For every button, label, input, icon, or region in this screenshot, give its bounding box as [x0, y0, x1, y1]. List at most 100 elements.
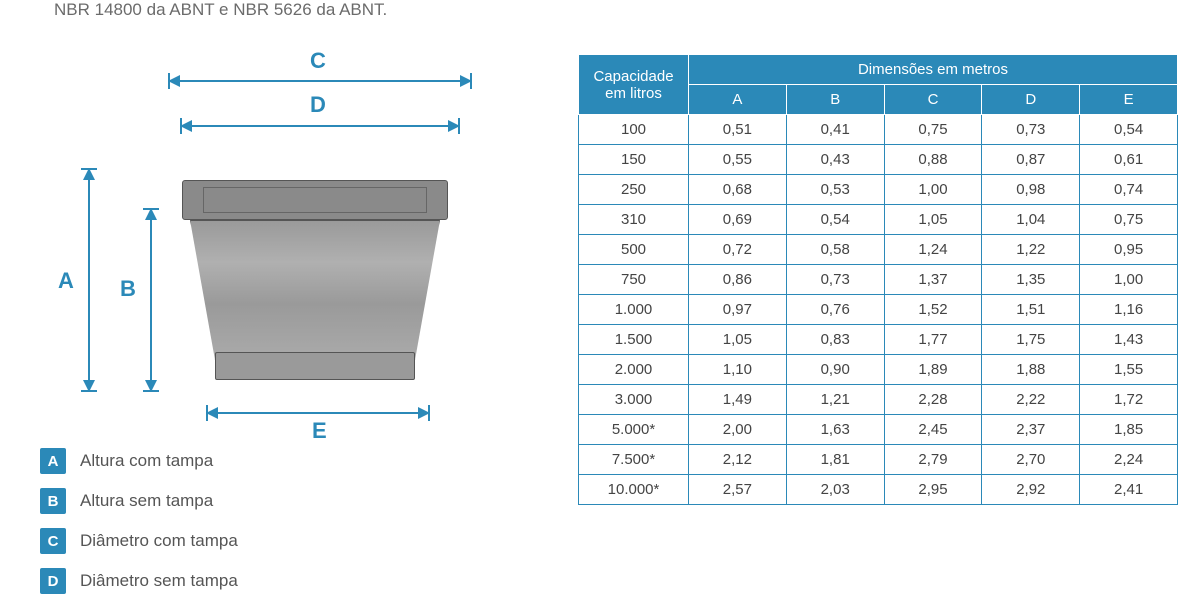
table-row: 7500,860,731,371,351,00	[579, 265, 1178, 295]
dim-label-b: B	[120, 276, 136, 302]
table-cell-value: 0,76	[786, 295, 884, 325]
tick-icon	[168, 73, 170, 89]
table-cell-value: 0,74	[1080, 175, 1178, 205]
table-cell-value: 0,88	[884, 145, 982, 175]
dim-line-b	[150, 220, 152, 380]
table-cell-value: 1,21	[786, 385, 884, 415]
table-cell-capacity: 150	[579, 145, 689, 175]
table-row: 2.0001,100,901,891,881,55	[579, 355, 1178, 385]
table-cell-value: 1,43	[1080, 325, 1178, 355]
table-cell-value: 2,22	[982, 385, 1080, 415]
table-cell-value: 2,57	[689, 475, 787, 505]
table-cell-capacity: 310	[579, 205, 689, 235]
dim-line-d	[192, 125, 448, 127]
table-cell-value: 2,41	[1080, 475, 1178, 505]
table-row: 5000,720,581,241,220,95	[579, 235, 1178, 265]
table-row: 1.0000,970,761,521,511,16	[579, 295, 1178, 325]
table-cell-value: 2,24	[1080, 445, 1178, 475]
legend-badge: A	[40, 448, 66, 474]
table-cell-capacity: 100	[579, 115, 689, 145]
tick-icon	[206, 405, 208, 421]
table-cell-value: 0,55	[689, 145, 787, 175]
table-cell-value: 0,54	[1080, 115, 1178, 145]
table-cell-capacity: 5.000*	[579, 415, 689, 445]
table-cell-value: 0,51	[689, 115, 787, 145]
table-header-dimensions: Dimensões em metros	[689, 55, 1178, 85]
table-cell-value: 1,89	[884, 355, 982, 385]
table-cell-value: 0,58	[786, 235, 884, 265]
table-row: 2500,680,531,000,980,74	[579, 175, 1178, 205]
diagram-panel: C D A B E	[40, 50, 560, 450]
table-cell-value: 1,63	[786, 415, 884, 445]
legend-text: Diâmetro sem tampa	[80, 571, 238, 591]
dimensions-table-wrap: Capacidade em litrosDimensões em metrosA…	[578, 54, 1178, 505]
table-cell-value: 1,05	[689, 325, 787, 355]
standards-reference-text: NBR 14800 da ABNT e NBR 5626 da ABNT.	[54, 0, 387, 20]
tick-icon	[81, 390, 97, 392]
table-cell-value: 1,35	[982, 265, 1080, 295]
table-cell-value: 1,88	[982, 355, 1080, 385]
legend-item: CDiâmetro com tampa	[40, 528, 238, 554]
table-cell-value: 2,12	[689, 445, 787, 475]
legend-item: A Altura com tampa	[40, 448, 238, 474]
table-cell-value: 1,75	[982, 325, 1080, 355]
table-cell-capacity: 1.500	[579, 325, 689, 355]
table-cell-value: 1,49	[689, 385, 787, 415]
legend-badge: C	[40, 528, 66, 554]
table-cell-capacity: 1.000	[579, 295, 689, 325]
table-cell-value: 2,70	[982, 445, 1080, 475]
dim-label-e: E	[312, 418, 327, 444]
table-cell-value: 1,22	[982, 235, 1080, 265]
table-cell-value: 0,87	[982, 145, 1080, 175]
table-cell-value: 2,37	[982, 415, 1080, 445]
tick-icon	[143, 208, 159, 210]
table-cell-value: 1,37	[884, 265, 982, 295]
table-row: 5.000*2,001,632,452,371,85	[579, 415, 1178, 445]
table-cell-value: 0,73	[982, 115, 1080, 145]
table-header-col: A	[689, 85, 787, 115]
table-cell-capacity: 7.500*	[579, 445, 689, 475]
table-cell-value: 0,90	[786, 355, 884, 385]
legend-text: Altura sem tampa	[80, 491, 213, 511]
table-cell-value: 0,73	[786, 265, 884, 295]
table-cell-value: 1,24	[884, 235, 982, 265]
table-cell-value: 0,41	[786, 115, 884, 145]
tick-icon	[470, 73, 472, 89]
table-cell-value: 2,95	[884, 475, 982, 505]
table-cell-value: 0,54	[786, 205, 884, 235]
dim-line-a	[88, 180, 90, 380]
tick-icon	[180, 118, 182, 134]
table-row: 1000,510,410,750,730,54	[579, 115, 1178, 145]
dim-line-e	[218, 412, 418, 414]
tank-diagram: C D A B E	[40, 50, 480, 450]
table-cell-value: 1,05	[884, 205, 982, 235]
table-row: 3100,690,541,051,040,75	[579, 205, 1178, 235]
table-cell-value: 1,72	[1080, 385, 1178, 415]
dim-line-c	[180, 80, 460, 82]
dim-label-a: A	[58, 268, 74, 294]
table-cell-value: 1,00	[884, 175, 982, 205]
table-header-col: B	[786, 85, 884, 115]
table-cell-value: 2,28	[884, 385, 982, 415]
legend-item: D Diâmetro sem tampa	[40, 568, 238, 594]
tick-icon	[428, 405, 430, 421]
table-cell-value: 1,81	[786, 445, 884, 475]
legend-badge: D	[40, 568, 66, 594]
table-cell-value: 0,75	[1080, 205, 1178, 235]
dim-label-d: D	[310, 92, 326, 118]
table-cell-value: 1,52	[884, 295, 982, 325]
table-cell-value: 2,00	[689, 415, 787, 445]
tank-body-shape	[190, 220, 440, 360]
table-cell-value: 1,55	[1080, 355, 1178, 385]
table-cell-value: 0,72	[689, 235, 787, 265]
table-cell-value: 0,68	[689, 175, 787, 205]
table-row: 1.5001,050,831,771,751,43	[579, 325, 1178, 355]
table-cell-capacity: 10.000*	[579, 475, 689, 505]
table-row: 1500,550,430,880,870,61	[579, 145, 1178, 175]
table-cell-value: 1,04	[982, 205, 1080, 235]
table-cell-capacity: 3.000	[579, 385, 689, 415]
tank-lid-shape	[182, 180, 448, 220]
legend-text: Altura com tampa	[80, 451, 213, 471]
table-cell-value: 1,16	[1080, 295, 1178, 325]
table-cell-value: 1,00	[1080, 265, 1178, 295]
